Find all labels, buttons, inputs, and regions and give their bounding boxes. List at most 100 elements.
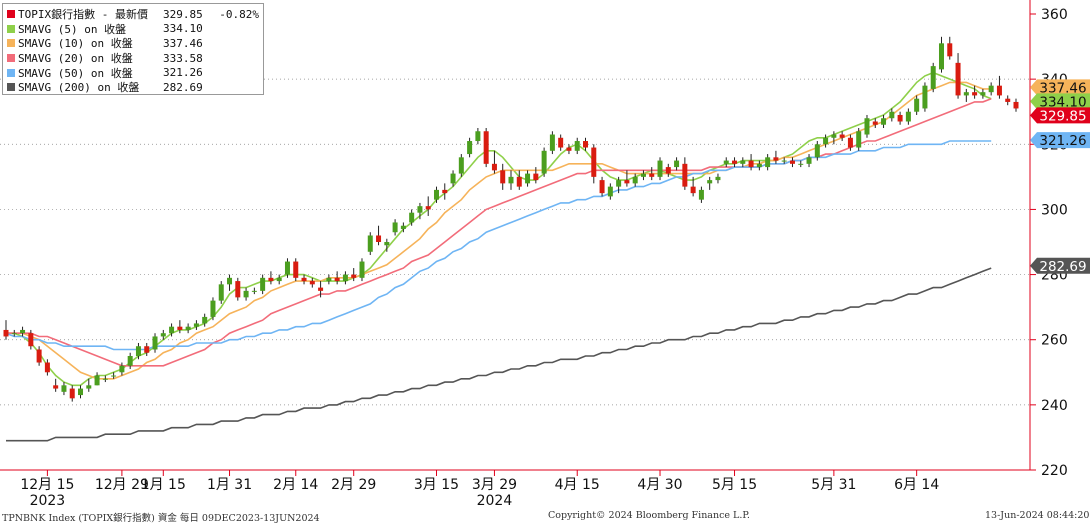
candle-body <box>260 277 266 291</box>
ma-line <box>6 97 992 367</box>
candle <box>433 186 439 203</box>
candle <box>765 154 771 171</box>
price-badge: 337.46 <box>1030 79 1090 96</box>
x-year-label: 2023 <box>30 493 66 509</box>
candle <box>881 114 887 128</box>
legend-row-sma10: SMAVG (10) on 收盤 337.46 <box>7 36 259 51</box>
candle-body <box>450 173 456 184</box>
candle-body <box>566 147 572 151</box>
candle-body <box>988 85 994 93</box>
candle <box>798 160 804 168</box>
candle <box>508 170 514 190</box>
candle <box>980 88 986 99</box>
candle <box>152 333 158 353</box>
candle <box>135 342 141 360</box>
candle-body <box>86 385 92 389</box>
legend-swatch-sma50 <box>7 68 15 77</box>
candle <box>144 342 150 356</box>
x-tick-label: 6月 14 <box>894 477 939 493</box>
legend-label: SMAVG (10) on 收盤 <box>18 37 133 51</box>
legend-label: SMAVG (200) on 收盤 <box>18 81 140 95</box>
candle-body <box>301 277 307 282</box>
candle <box>996 75 1002 99</box>
legend-label: SMAVG (5) on 收盤 <box>18 22 127 36</box>
candle <box>674 157 680 171</box>
price-badge-bg <box>1030 257 1090 274</box>
price-badge-text: 337.46 <box>1039 80 1086 96</box>
candle-body <box>649 173 655 177</box>
candle <box>955 53 961 99</box>
candle <box>732 157 738 168</box>
candle-body <box>1013 101 1019 109</box>
candle-body <box>889 111 895 119</box>
candle-body <box>508 176 514 184</box>
y-tick-label: 360 <box>1041 7 1068 23</box>
candle-body <box>748 160 754 168</box>
ma-line <box>6 71 992 387</box>
candle-body <box>698 189 704 200</box>
candle-body <box>409 212 415 223</box>
x-tick-label: 2月 29 <box>331 477 376 493</box>
candle <box>938 36 944 73</box>
candle-body <box>218 284 224 301</box>
candle-body <box>235 281 241 298</box>
candle-body <box>202 316 208 324</box>
candle <box>44 359 50 376</box>
candle-body <box>756 163 762 168</box>
candle-body <box>516 176 522 187</box>
candle-body <box>665 167 671 174</box>
candle <box>715 173 721 184</box>
candle <box>756 160 762 171</box>
candle-body <box>111 375 117 377</box>
candle <box>624 170 630 187</box>
legend-swatch-sma20 <box>7 54 15 63</box>
candle <box>177 320 183 334</box>
candle <box>583 137 589 151</box>
candle <box>367 232 373 256</box>
candle-body <box>69 388 75 399</box>
y-tick-label: 260 <box>1041 333 1068 349</box>
candle <box>334 271 340 285</box>
candle-body <box>11 333 17 335</box>
y-tick-label: 220 <box>1041 463 1068 479</box>
candle-body <box>781 160 787 162</box>
candle-body <box>558 137 564 148</box>
legend-value: 282.69 <box>163 80 203 94</box>
candle <box>616 176 622 194</box>
legend-value: 334.10 <box>163 22 203 36</box>
candle <box>450 170 456 187</box>
candle <box>53 378 59 392</box>
candle-body <box>599 180 605 194</box>
candle <box>293 258 299 282</box>
x-tick-label: 1月 31 <box>207 477 252 493</box>
x-tick-label: 12月 29 <box>95 477 149 493</box>
candle <box>1005 95 1011 106</box>
candle <box>905 108 911 125</box>
candle-body <box>947 43 953 57</box>
y-tick-label: 240 <box>1041 398 1068 414</box>
candle-body <box>458 157 464 174</box>
candle-body <box>914 98 920 112</box>
y-tick-label: 300 <box>1041 202 1068 218</box>
x-tick-label: 4月 15 <box>555 477 600 493</box>
candle <box>384 238 390 252</box>
candle <box>707 176 713 190</box>
candle-body <box>831 134 837 138</box>
legend-row-price: TOPIX銀行指數 - 最新價 329.85 -0.82% <box>7 7 259 22</box>
candle-body <box>44 362 50 373</box>
candle-body <box>823 137 829 145</box>
candle-body <box>1005 98 1011 102</box>
candle <box>682 157 688 190</box>
candle-body <box>872 121 878 125</box>
price-badge-bg <box>1030 107 1090 124</box>
x-tick-label: 3月 29 <box>472 477 517 493</box>
candle <box>988 82 994 96</box>
legend-value: 337.46 <box>163 36 203 50</box>
x-year-label: 2024 <box>477 493 513 509</box>
candle <box>78 385 84 399</box>
candle <box>930 62 936 93</box>
candle-body <box>367 235 373 252</box>
candle <box>268 271 274 285</box>
candle <box>864 114 870 138</box>
candle <box>781 157 787 164</box>
